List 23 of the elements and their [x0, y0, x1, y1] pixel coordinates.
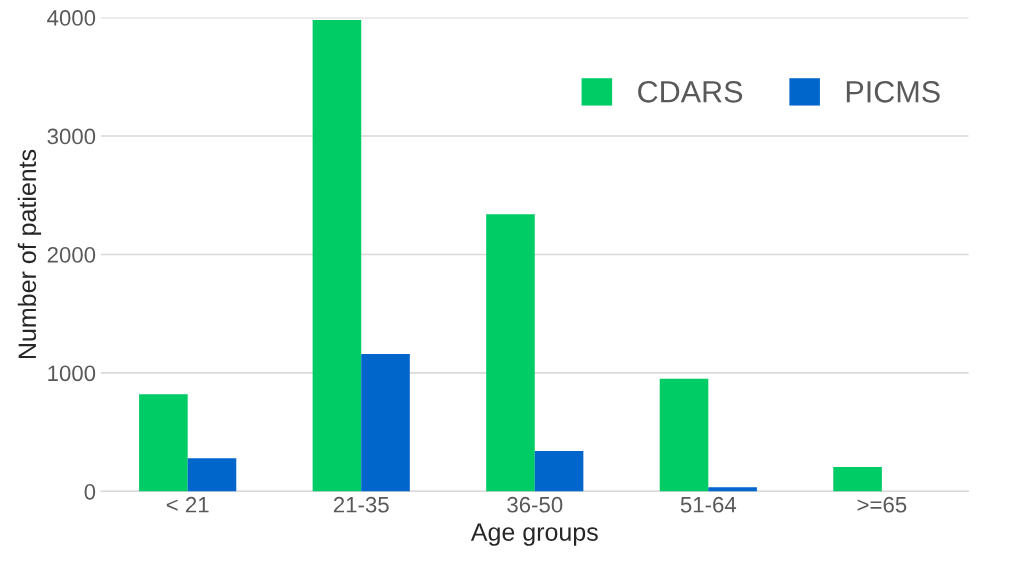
y-tick-label: 3000: [47, 128, 96, 145]
y-axis-title: Number of patients: [17, 149, 42, 359]
x-tick-label: 36-50: [507, 496, 563, 513]
bar: [486, 214, 535, 492]
y-tick-label: 2000: [47, 247, 96, 263]
y-tick-label: 4000: [47, 10, 96, 26]
legend-label: PICMS: [846, 81, 940, 103]
y-tick-label: 0: [84, 483, 96, 500]
x-tick-label: 51-64: [680, 496, 737, 513]
bar: [361, 353, 410, 492]
y-tick-label: 1000: [48, 365, 96, 382]
bar: [534, 451, 584, 492]
legend-label: CDARS: [638, 81, 743, 103]
bar: [708, 487, 757, 492]
bar: [187, 458, 237, 492]
x-tick-label: < 21: [166, 496, 209, 513]
bar: [833, 467, 882, 492]
bar: [659, 378, 709, 492]
x-tick-label: >=65: [857, 496, 907, 513]
x-axis-title: Age groups: [470, 523, 598, 546]
x-tick-label: 21-35: [333, 496, 389, 513]
bar: [312, 19, 362, 492]
bar: [139, 394, 188, 492]
